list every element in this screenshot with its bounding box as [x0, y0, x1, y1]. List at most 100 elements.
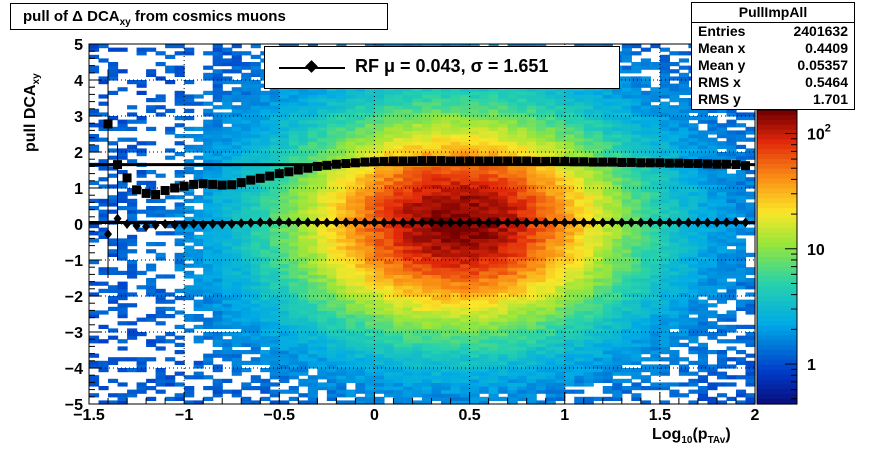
heatmap-cell: [583, 267, 594, 272]
heatmap-cell: [602, 198, 613, 203]
heatmap-cell: [488, 281, 499, 286]
heatmap-cell: [269, 126, 280, 131]
heatmap-cell: [288, 274, 299, 279]
heatmap-cell: [393, 288, 404, 293]
heatmap-cell: [422, 306, 433, 311]
heatmap-cell: [393, 252, 404, 257]
heatmap-cell: [526, 249, 537, 254]
heatmap-cell: [383, 310, 395, 315]
heatmap-cell: [488, 256, 499, 261]
heatmap-cell: [374, 209, 385, 214]
heatmap-cell: [545, 375, 556, 380]
heatmap-cell: [279, 137, 290, 142]
heatmap-cell: [612, 310, 623, 315]
heatmap-cell: [336, 310, 347, 315]
heatmap-cell: [279, 242, 290, 247]
heatmap-cell: [612, 119, 623, 124]
heatmap-cell: [612, 249, 623, 254]
heatmap-cell: [402, 389, 414, 394]
heatmap-cell: [564, 335, 575, 340]
heatmap-cell: [460, 238, 471, 243]
heatmap-cell: [212, 216, 223, 221]
heatmap-cell: [203, 130, 214, 135]
heatmap-cell: [431, 123, 442, 128]
heatmap-cell: [555, 206, 566, 211]
heatmap-cell: [498, 346, 509, 351]
heatmap-cell: [469, 130, 480, 135]
heatmap-cell: [422, 173, 433, 178]
heatmap-cell: [602, 378, 613, 383]
heatmap-cell: [260, 108, 271, 113]
heatmap-cell: [441, 389, 452, 394]
heatmap-cell: [593, 245, 604, 250]
heatmap-cell: [488, 378, 499, 383]
heatmap-cell: [307, 105, 318, 110]
heatmap-cell: [250, 281, 261, 286]
heatmap-cell: [317, 281, 328, 286]
heatmap-cell: [564, 364, 575, 369]
heatmap-cell: [269, 260, 280, 265]
heatmap-cell: [488, 353, 499, 358]
heatmap-cell: [231, 393, 242, 398]
heatmap-cell: [564, 375, 575, 380]
heatmap-cell: [574, 101, 585, 106]
heatmap-cell: [564, 321, 575, 326]
heatmap-cell: [364, 274, 376, 279]
heatmap-cell: [517, 144, 528, 149]
heatmap-cell: [326, 306, 337, 311]
heatmap-cell: [564, 137, 575, 142]
heatmap-cell: [621, 94, 632, 99]
heatmap-cell: [583, 166, 594, 171]
heatmap-cell: [317, 270, 328, 275]
heatmap-cell: [479, 281, 490, 286]
heatmap-cell: [298, 245, 309, 250]
heatmap-cell: [184, 191, 195, 196]
heatmap-cell: [498, 123, 509, 128]
heatmap-cell: [212, 270, 223, 275]
heatmap-cell: [260, 360, 271, 365]
heatmap-cell: [383, 206, 395, 211]
heatmap-cell: [488, 195, 499, 200]
heatmap-cell: [336, 101, 347, 106]
heatmap-cell: [117, 119, 128, 124]
heatmap-cell: [631, 324, 642, 329]
heatmap-cell: [117, 400, 128, 405]
heatmap-cell: [545, 324, 556, 329]
heatmap-cell: [317, 119, 328, 124]
heatmap-cell: [498, 87, 509, 92]
heatmap-cell: [260, 202, 271, 207]
heatmap-cell: [355, 364, 366, 369]
heatmap-cell: [345, 224, 356, 229]
heatmap-cell: [507, 180, 518, 185]
heatmap-cell: [260, 314, 271, 319]
heatmap-cell: [574, 98, 585, 103]
heatmap-cell: [431, 198, 442, 203]
heatmap-cell: [345, 238, 356, 243]
heatmap-cell: [431, 101, 442, 106]
heatmap-cell: [526, 198, 537, 203]
heatmap-cell: [212, 238, 223, 243]
heatmap-cell: [212, 155, 223, 160]
heatmap-cell: [441, 177, 452, 182]
heatmap-cell: [422, 278, 433, 283]
heatmap-cell: [136, 332, 147, 337]
heatmap-cell: [174, 98, 185, 103]
heatmap-cell: [250, 65, 261, 70]
heatmap-cell: [393, 328, 404, 333]
heatmap-cell: [193, 278, 204, 283]
heatmap-cell: [364, 134, 376, 139]
heatmap-cell: [203, 267, 214, 272]
heatmap-cell: [545, 234, 556, 239]
heatmap-cell: [212, 231, 223, 236]
heatmap-cell: [260, 335, 271, 340]
heatmap-cell: [631, 170, 642, 175]
heatmap-cell: [222, 80, 233, 85]
heatmap-cell: [564, 263, 575, 268]
heatmap-cell: [602, 213, 613, 218]
heatmap-cell: [488, 335, 499, 340]
heatmap-cell: [317, 94, 328, 99]
heatmap-cell: [488, 224, 499, 229]
heatmap-cell: [498, 242, 509, 247]
heatmap-cell: [98, 386, 109, 391]
heatmap-cell: [650, 328, 661, 333]
